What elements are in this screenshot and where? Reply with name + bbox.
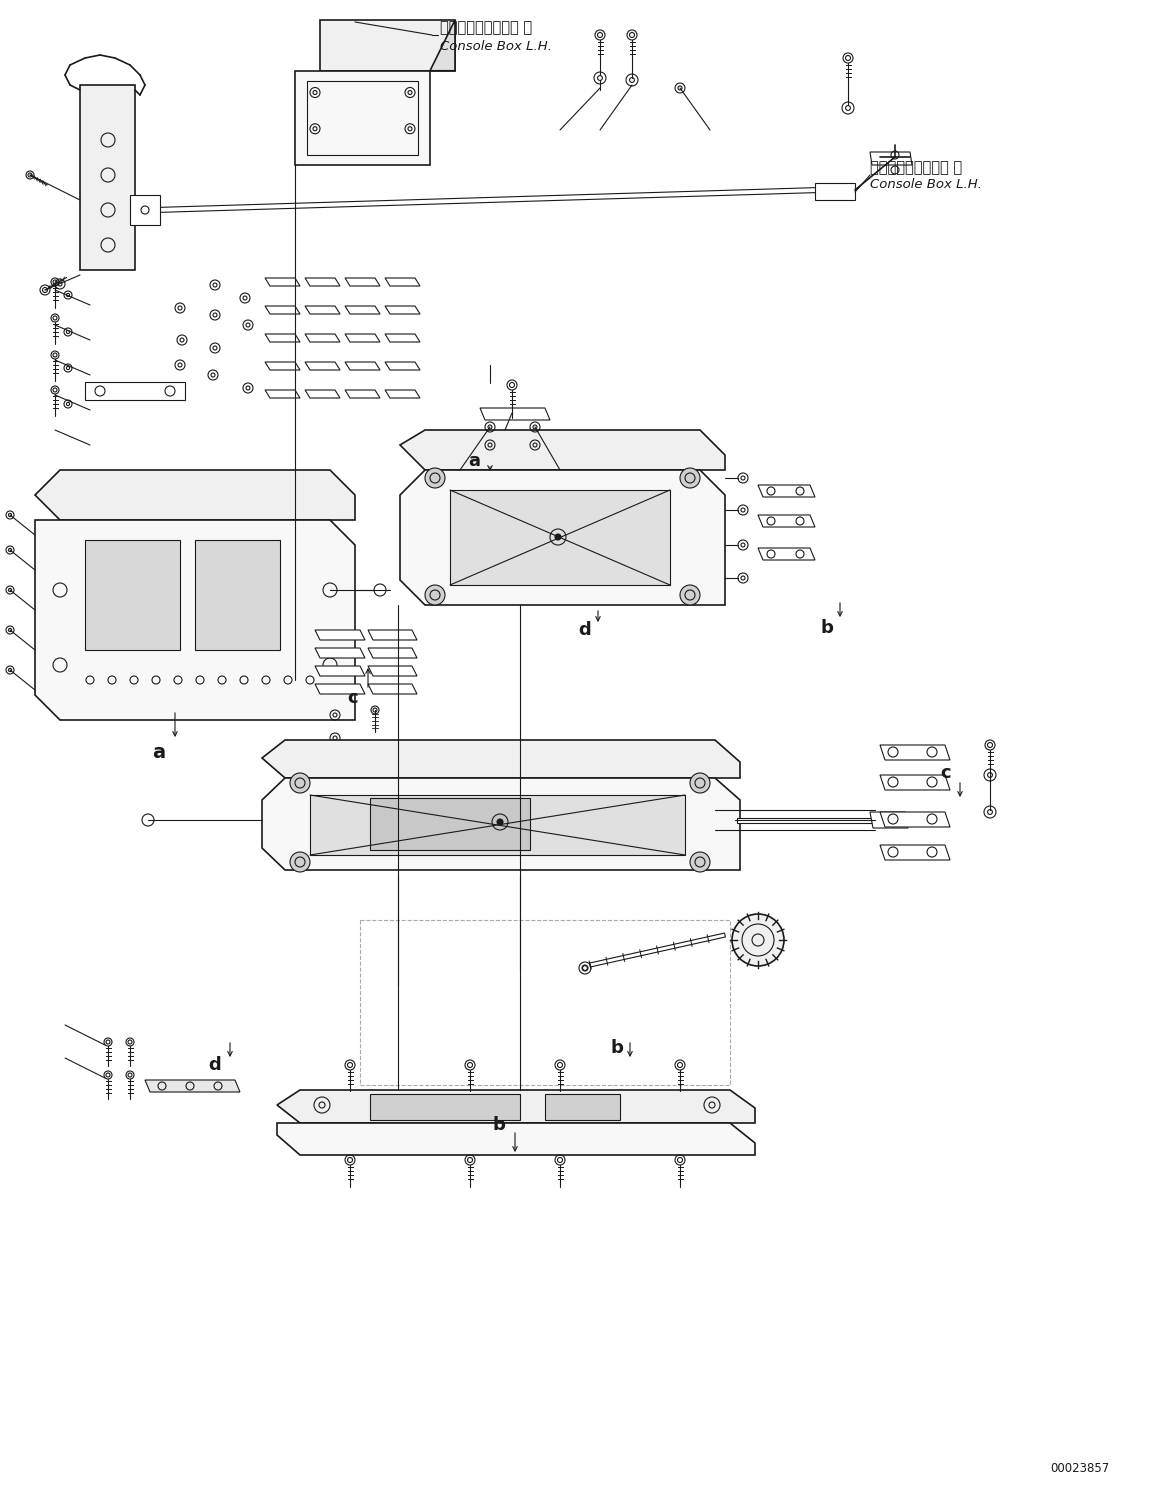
Text: Console Box L.H.: Console Box L.H. [440,39,552,52]
Polygon shape [384,277,420,286]
Text: d: d [208,1056,221,1074]
Polygon shape [384,334,420,341]
Polygon shape [368,631,417,640]
Polygon shape [758,549,815,561]
Circle shape [690,851,710,872]
Circle shape [680,584,699,605]
Text: コンソールボックス 左: コンソールボックス 左 [870,161,962,176]
Polygon shape [880,845,950,860]
Polygon shape [265,277,300,286]
Polygon shape [155,188,820,213]
Polygon shape [400,470,725,605]
Circle shape [680,468,699,488]
Polygon shape [265,362,300,370]
Polygon shape [35,520,356,720]
Circle shape [732,914,784,966]
Text: b: b [610,1039,623,1057]
Polygon shape [815,183,855,200]
Polygon shape [450,491,670,584]
Polygon shape [589,933,725,968]
Polygon shape [758,485,815,497]
Text: d: d [578,620,591,640]
Text: a: a [152,744,166,762]
Text: Console Box L.H.: Console Box L.H. [870,179,982,191]
Text: b: b [493,1115,506,1135]
Polygon shape [277,1123,755,1156]
Polygon shape [880,813,950,828]
Polygon shape [384,362,420,370]
Circle shape [290,772,310,793]
Polygon shape [345,391,380,398]
Polygon shape [85,382,185,400]
Polygon shape [130,195,160,225]
Polygon shape [145,1079,240,1091]
Polygon shape [371,1094,520,1120]
Polygon shape [195,540,280,650]
Circle shape [425,468,445,488]
Text: コンソールボックス 左: コンソールボックス 左 [440,21,533,36]
Polygon shape [371,798,530,850]
Polygon shape [384,306,420,315]
Polygon shape [305,306,340,315]
Polygon shape [277,1090,755,1123]
Polygon shape [870,813,908,828]
Polygon shape [345,277,380,286]
Polygon shape [315,649,365,658]
Circle shape [690,772,710,793]
Polygon shape [35,470,356,520]
Polygon shape [80,85,135,270]
Circle shape [290,851,310,872]
Polygon shape [315,631,365,640]
Polygon shape [305,362,340,370]
Polygon shape [345,362,380,370]
Text: a: a [468,452,481,470]
Text: b: b [820,619,833,637]
Polygon shape [481,409,550,420]
Text: c: c [347,689,358,707]
Polygon shape [315,684,365,693]
Polygon shape [265,306,300,315]
Polygon shape [545,1094,620,1120]
Polygon shape [870,152,913,166]
Text: 00023857: 00023857 [1050,1463,1109,1476]
Polygon shape [345,334,380,341]
Polygon shape [310,795,686,854]
Polygon shape [400,429,725,470]
Polygon shape [265,391,300,398]
Polygon shape [880,775,950,790]
Polygon shape [85,540,179,650]
Text: c: c [940,763,951,781]
Circle shape [497,819,503,825]
Polygon shape [736,817,875,823]
Polygon shape [320,19,455,70]
Polygon shape [345,306,380,315]
Polygon shape [262,778,740,871]
Polygon shape [315,666,365,675]
Circle shape [425,584,445,605]
Polygon shape [305,334,340,341]
Polygon shape [265,334,300,341]
Polygon shape [262,740,740,778]
Polygon shape [758,514,815,526]
Polygon shape [880,746,950,760]
Polygon shape [295,70,430,166]
Polygon shape [368,684,417,693]
Polygon shape [368,666,417,675]
Polygon shape [430,19,455,70]
Polygon shape [368,649,417,658]
Polygon shape [305,391,340,398]
Circle shape [555,534,560,540]
Polygon shape [305,277,340,286]
Polygon shape [384,391,420,398]
